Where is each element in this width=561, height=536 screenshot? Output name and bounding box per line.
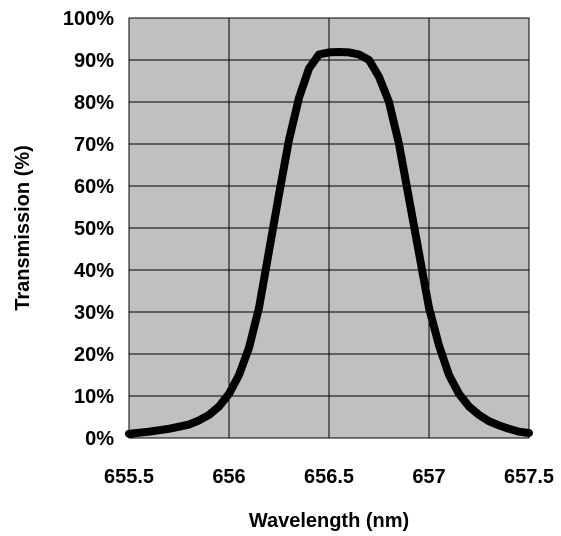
grid xyxy=(129,18,529,438)
y-tick-labels: 0% 10% 20% 30% 40% 50% 60% 70% 80% 90% 100% xyxy=(63,8,114,450)
y-tick-label: 100% xyxy=(63,8,114,30)
y-tick-label: 0% xyxy=(85,428,114,450)
y-axis-title: Transmission (%) xyxy=(12,145,34,311)
x-axis-title: Wavelength (nm) xyxy=(249,510,409,532)
x-tick-label: 656.5 xyxy=(304,466,354,488)
x-tick-labels: 655.5 656 656.5 657 657.5 xyxy=(104,466,554,488)
x-tick-label: 656 xyxy=(212,466,245,488)
x-tick-label: 657.5 xyxy=(504,466,554,488)
x-tick-label: 657 xyxy=(412,466,445,488)
y-tick-label: 10% xyxy=(74,386,114,408)
series-layer xyxy=(125,48,533,438)
y-tick-label: 80% xyxy=(74,92,114,114)
transmission-curve xyxy=(125,48,533,438)
y-tick-label: 70% xyxy=(74,134,114,156)
x-tick-label: 655.5 xyxy=(104,466,154,488)
y-tick-label: 30% xyxy=(74,302,114,324)
y-tick-label: 50% xyxy=(74,218,114,240)
y-tick-label: 60% xyxy=(74,176,114,198)
plot-border xyxy=(128,17,530,439)
y-tick-label: 40% xyxy=(74,260,114,282)
y-tick-label: 90% xyxy=(74,50,114,72)
y-tick-label: 20% xyxy=(74,344,114,366)
